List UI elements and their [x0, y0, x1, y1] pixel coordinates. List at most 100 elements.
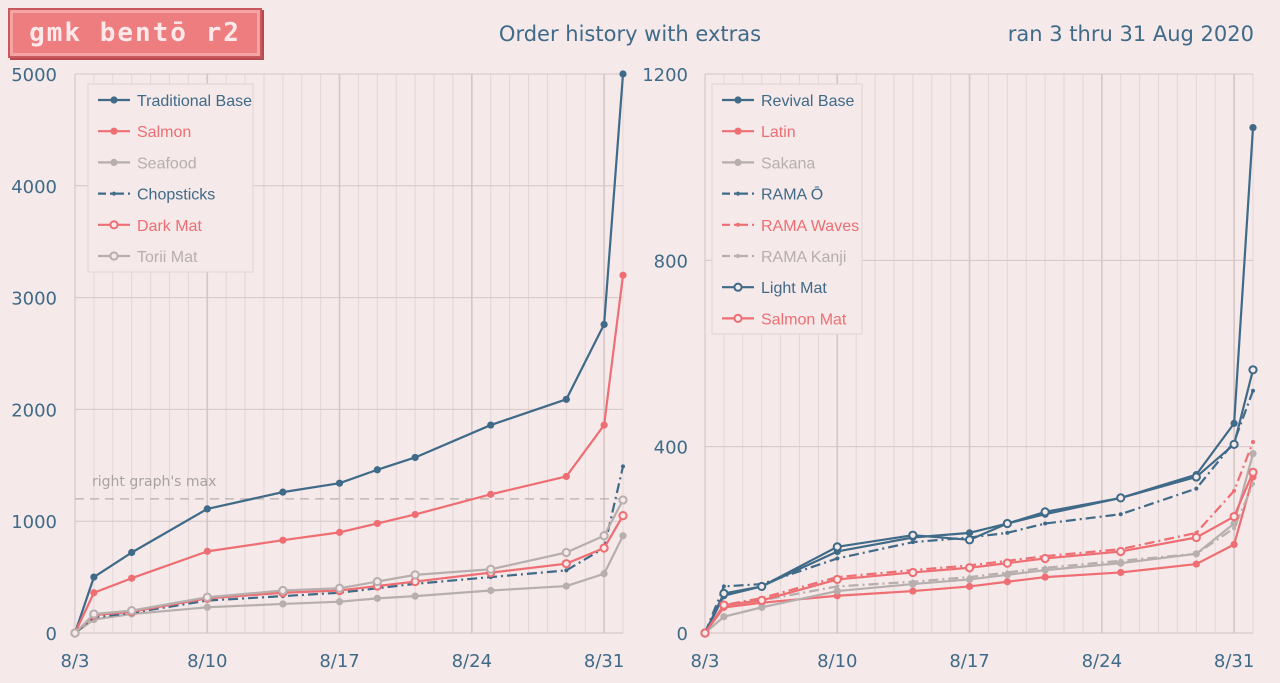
data-point — [1041, 573, 1049, 581]
legend: Traditional Base Salmon Seafood Chopsticks D… — [87, 83, 254, 273]
series-traditional-base — [71, 70, 627, 637]
data-point — [202, 592, 212, 602]
legend-marker — [109, 220, 119, 230]
series-line — [74, 275, 625, 634]
y-tick-label: 3000 — [11, 289, 57, 310]
data-point — [1192, 560, 1200, 568]
x-tick-label: 8/10 — [817, 651, 857, 672]
series-line — [704, 441, 1255, 634]
data-point — [127, 606, 137, 616]
data-point — [561, 559, 571, 569]
data-point — [279, 536, 287, 544]
data-point — [1116, 546, 1126, 557]
data-point — [909, 587, 917, 595]
data-point — [1230, 540, 1238, 549]
data-point — [90, 573, 98, 581]
legend-label: Light Mat — [761, 280, 827, 297]
chart-panel-2: 0 400 800 1200 8/3 8/10 8/17 8/24 8/31 Revival Ba… — [642, 65, 1258, 672]
data-point — [619, 271, 627, 279]
data-point — [1040, 553, 1050, 564]
x-tick-label: 8/3 — [61, 651, 90, 672]
data-point — [1251, 481, 1255, 486]
data-point — [599, 543, 609, 553]
data-point — [600, 320, 608, 329]
data-point — [335, 528, 344, 536]
x-tick-label: 8/3 — [691, 651, 720, 672]
data-point — [600, 421, 608, 429]
y-tick-label: 800 — [654, 251, 688, 272]
data-point — [719, 588, 729, 599]
legend-marker — [734, 127, 742, 135]
data-point — [1248, 365, 1258, 375]
data-point — [1117, 568, 1125, 577]
series-line — [704, 476, 1255, 634]
series-line — [704, 471, 1255, 634]
data-point — [832, 574, 842, 585]
data-point — [562, 472, 570, 481]
legend-marker — [736, 254, 740, 258]
data-point — [1191, 532, 1201, 543]
data-point — [486, 564, 496, 574]
series-line — [704, 453, 1255, 634]
data-point — [1232, 526, 1237, 531]
data-point — [70, 628, 80, 638]
data-point — [908, 567, 918, 578]
data-point — [562, 582, 570, 590]
data-point — [964, 535, 975, 545]
data-point — [1251, 388, 1255, 393]
legend-marker — [110, 158, 118, 166]
series-salmon — [71, 271, 627, 637]
data-point — [965, 529, 974, 537]
data-point — [964, 563, 975, 573]
x-tick-label: 8/31 — [584, 651, 624, 672]
data-point — [1230, 419, 1238, 427]
series-chopsticks — [73, 464, 625, 635]
y-tick-label: 2000 — [11, 400, 57, 421]
chart-panel-1: 0 1000 2000 3000 4000 5000 8/3 8/10 8/17 8/24 8/31… — [11, 65, 628, 672]
x-tick-label: 8/17 — [319, 651, 359, 672]
data-point — [487, 586, 495, 595]
legend: Revival Base Latin Sakana RAMA Ō RAMA Waves R… — [711, 83, 863, 335]
date-range-label: ran 3 thru 31 Aug 2020 — [1007, 22, 1254, 46]
data-point — [487, 421, 495, 429]
legend-label: Chopsticks — [137, 187, 215, 204]
data-point — [411, 592, 419, 600]
data-point — [1194, 486, 1199, 491]
series-light-mat — [700, 365, 1258, 638]
series-rama-waves — [703, 440, 1255, 635]
data-point — [278, 585, 288, 596]
data-point — [1005, 530, 1010, 535]
data-point — [1248, 467, 1258, 477]
data-point — [373, 466, 381, 474]
data-point — [835, 584, 840, 589]
data-point — [1116, 493, 1126, 503]
series-line — [74, 466, 625, 634]
data-point — [1005, 570, 1010, 575]
x-tick-label: 8/17 — [949, 651, 989, 672]
data-point — [90, 589, 98, 597]
data-point — [910, 540, 915, 545]
x-tick-label: 8/24 — [1082, 651, 1122, 672]
data-point — [599, 531, 609, 541]
legend-label: Revival Base — [761, 93, 854, 110]
data-point — [621, 464, 625, 469]
series-line — [704, 483, 1255, 634]
data-point — [1040, 507, 1050, 517]
legend-marker — [734, 96, 742, 104]
data-point — [128, 548, 136, 557]
data-point — [835, 556, 840, 561]
data-point — [700, 628, 710, 638]
data-point — [1118, 558, 1123, 563]
max-reference-label: right graph's max — [92, 474, 216, 490]
legend-label: Salmon — [137, 124, 191, 141]
data-point — [832, 542, 842, 552]
legend-label: Sakana — [761, 155, 815, 172]
series-seafood — [71, 532, 627, 637]
data-point — [1118, 512, 1123, 517]
logo-badge: gmk bentō r2 — [8, 8, 262, 58]
y-tick-label: 0 — [46, 624, 57, 645]
data-point — [562, 395, 570, 403]
data-point — [1043, 521, 1048, 526]
legend-label: Seafood — [137, 155, 197, 172]
